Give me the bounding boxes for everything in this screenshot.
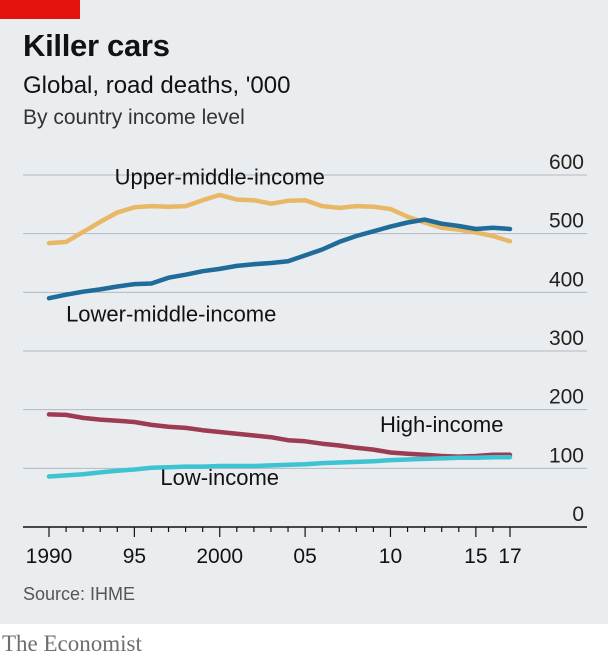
series-line-upper-middle-income	[46, 192, 513, 246]
y-tick-label: 100	[549, 444, 584, 467]
x-axis: 1990 95 2000 05 10 15 17	[23, 526, 587, 568]
chart-subtitle: Global, road deaths, '000	[23, 72, 291, 99]
series-label-upper-middle-income: Upper-middle-income	[115, 164, 325, 189]
series-labels: Upper-middle-income Lower-middle-income Hi…	[66, 164, 503, 489]
series-label-low-income: Low-income	[160, 465, 279, 490]
chart-subnote: By country income level	[23, 106, 245, 129]
series-line-high-income	[46, 412, 513, 459]
source-note: Source: IHME	[23, 584, 136, 604]
line-chart: 600 500 400 300 200 100 0 1990 95 2000 05 10 15 17 U…	[23, 151, 587, 568]
series-line-lower-middle-income	[46, 217, 513, 301]
gridlines	[23, 174, 587, 469]
y-tick-label: 500	[549, 210, 584, 233]
series-line-low-income	[46, 454, 513, 479]
y-tick-label: 200	[549, 386, 584, 409]
y-tick-label: 400	[549, 268, 584, 291]
x-tick-label: 17	[498, 545, 521, 568]
x-tick-label: 10	[379, 545, 402, 568]
y-tick-labels: 600 500 400 300 200 100 0	[549, 151, 584, 526]
y-tick-label: 300	[549, 327, 584, 350]
x-tick-label: 1990	[26, 545, 73, 568]
brand-name: The Economist	[2, 631, 142, 656]
brand-tag	[0, 0, 80, 19]
x-tick-label: 05	[293, 545, 316, 568]
series-label-lower-middle-income: Lower-middle-income	[66, 302, 276, 327]
series-lines	[46, 192, 513, 479]
y-tick-label: 600	[549, 151, 584, 174]
y-tick-label: 0	[572, 503, 584, 526]
x-tick-label: 15	[464, 545, 487, 568]
x-tick-label: 95	[123, 545, 146, 568]
x-tick-label: 2000	[196, 545, 243, 568]
chart-title: Killer cars	[23, 28, 170, 63]
series-label-high-income: High-income	[380, 412, 504, 437]
brand-footer	[0, 624, 608, 662]
